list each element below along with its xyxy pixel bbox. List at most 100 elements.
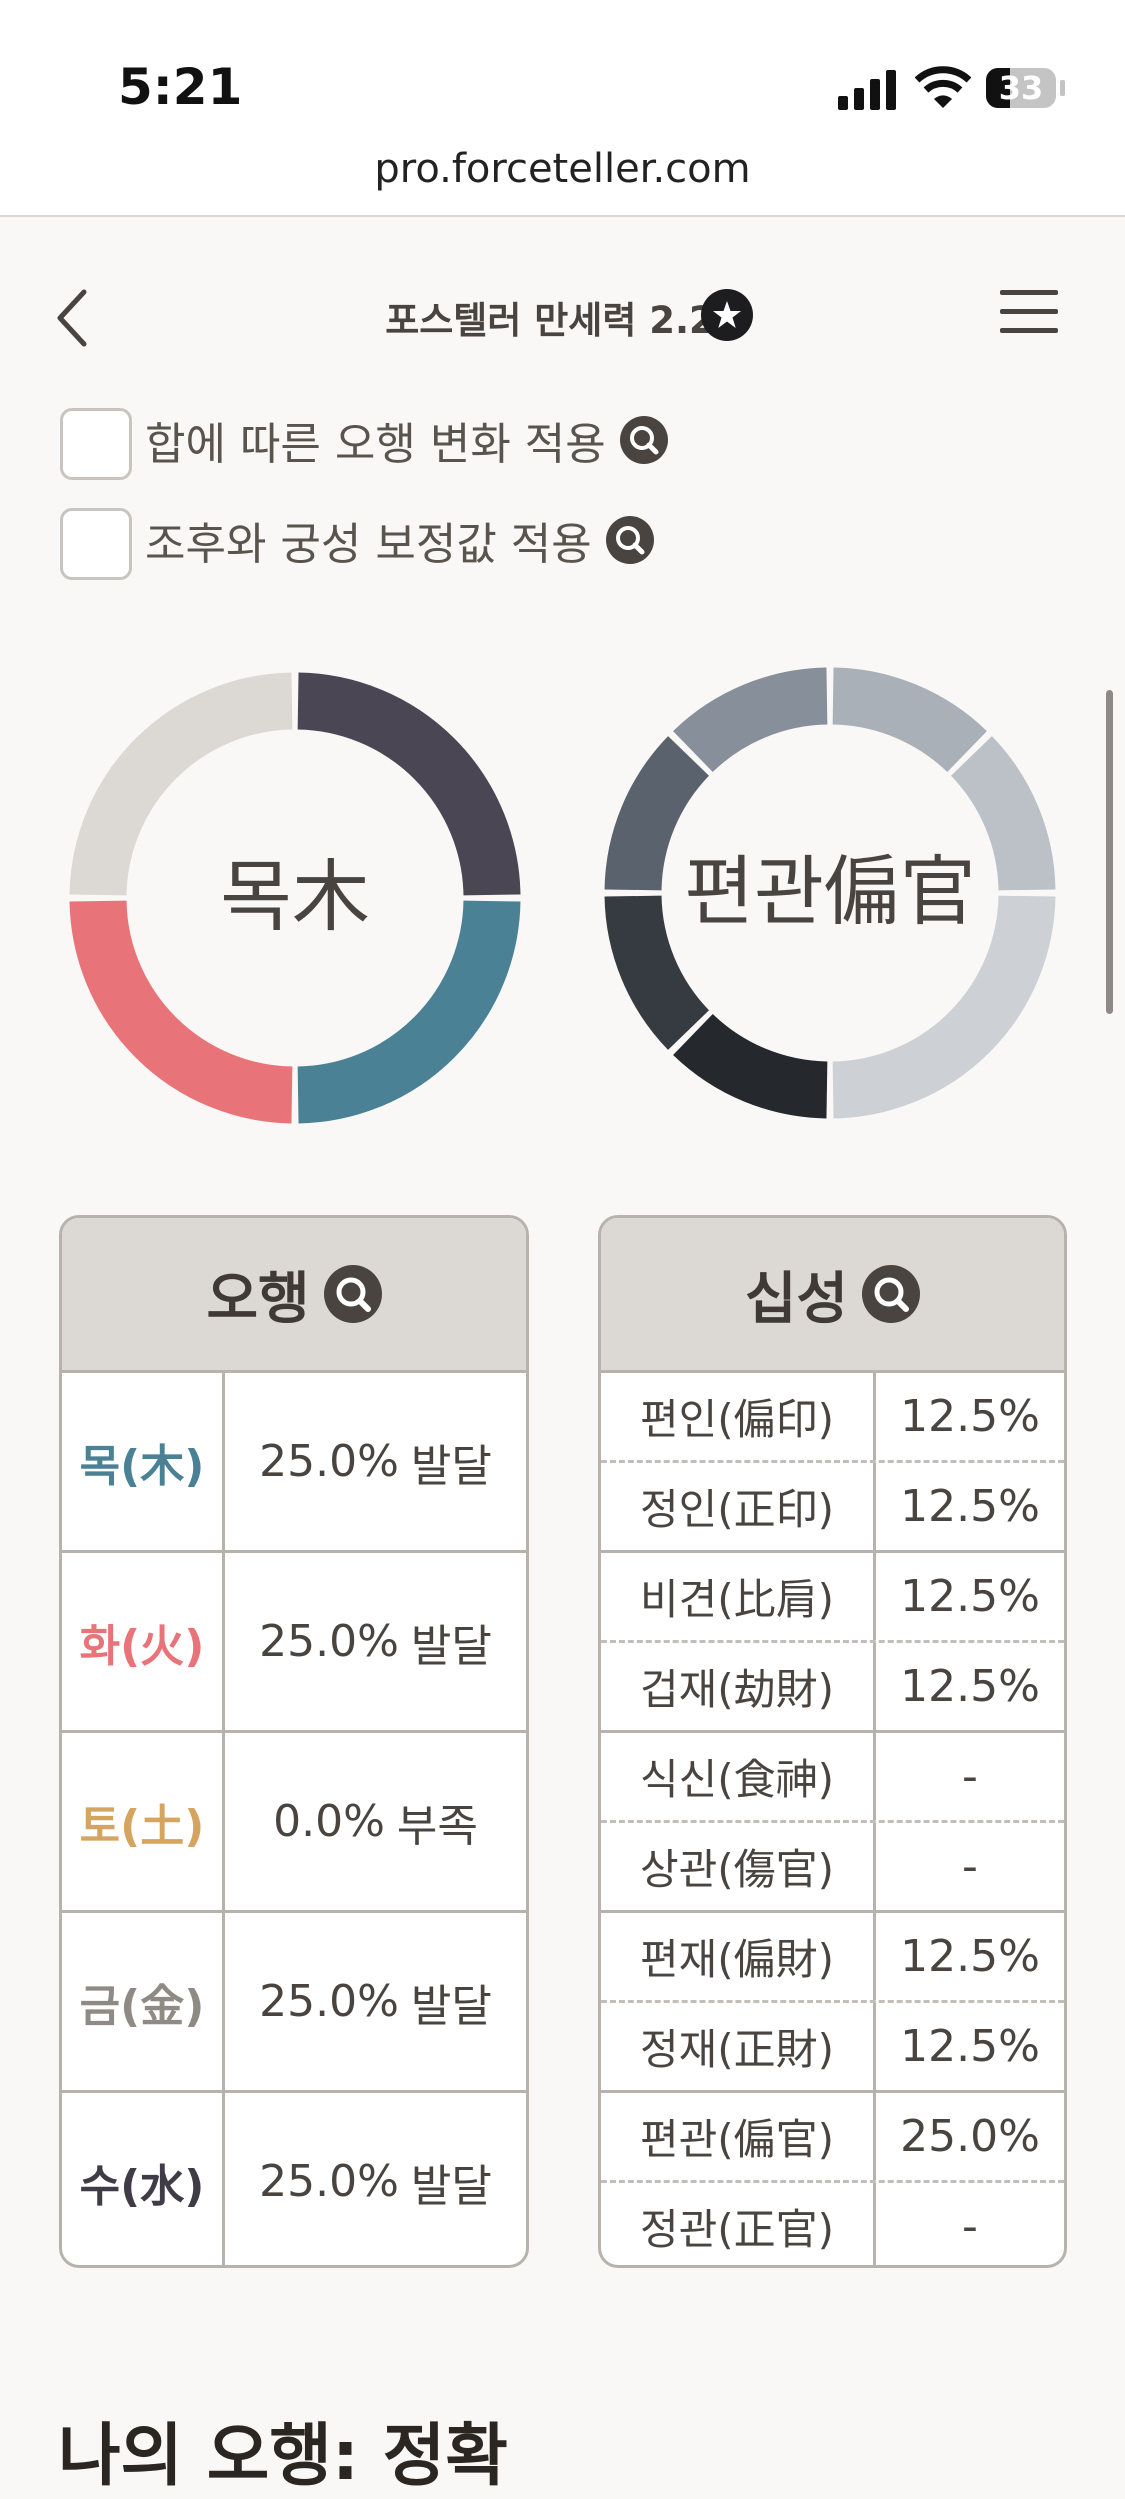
element-name: 수(水) bbox=[62, 2093, 225, 2265]
god-name: 편인(偏印) bbox=[601, 1373, 876, 1460]
ohaeng-table: 오행 목(木) 25.0% 발달 화(火) 25.0% 발달 토(土) 0.0% 부족 금(金) 2… bbox=[59, 1215, 529, 2268]
element-value: 25.0% 발달 bbox=[225, 1373, 526, 1550]
info-icon[interactable] bbox=[862, 1265, 921, 1323]
god-value: - bbox=[962, 2201, 978, 2252]
percent: 25.0% bbox=[259, 1976, 399, 2027]
element-name: 토(土) bbox=[62, 1733, 225, 1910]
donut-segment bbox=[673, 667, 829, 773]
table-title: 십성 bbox=[744, 1266, 849, 1332]
checkbox[interactable] bbox=[60, 408, 132, 480]
wifi-icon bbox=[915, 66, 971, 108]
element-name: 화(火) bbox=[62, 1553, 225, 1730]
status: 발달 bbox=[410, 2160, 492, 2212]
donut-segment bbox=[604, 894, 710, 1050]
percent: 0.0% bbox=[273, 1796, 385, 1847]
checkbox[interactable] bbox=[60, 508, 132, 580]
back-button[interactable] bbox=[52, 288, 96, 348]
god-name: 겁재(劫財) bbox=[601, 1643, 876, 1730]
table-row: 비견(比肩) 12.5% bbox=[601, 1550, 1064, 1640]
table-row: 정인(正印) 12.5% bbox=[601, 1460, 1064, 1550]
info-icon[interactable] bbox=[323, 1265, 382, 1323]
donut-segment bbox=[831, 667, 987, 773]
table-row: 겁재(劫財) 12.5% bbox=[601, 1640, 1064, 1730]
element-value: 25.0% 발달 bbox=[225, 1553, 526, 1730]
option-label: 합에 따른 오행 변화 적용 bbox=[145, 419, 606, 470]
god-value: 12.5% bbox=[900, 1391, 1040, 1442]
table-row: 정관(正官) - bbox=[601, 2180, 1064, 2265]
god-value: 12.5% bbox=[900, 1571, 1040, 1622]
donut-center-label: 목木 bbox=[220, 852, 370, 942]
element-name: 금(金) bbox=[62, 1913, 225, 2090]
scrollbar bbox=[1106, 690, 1113, 1014]
table-header: 십성 bbox=[601, 1218, 1064, 1370]
battery-tip bbox=[1060, 80, 1065, 96]
god-name: 비견(比肩) bbox=[601, 1553, 876, 1640]
status: 발달 bbox=[410, 1980, 492, 2032]
god-name: 식신(食神) bbox=[601, 1733, 876, 1820]
battery: 33 bbox=[986, 68, 1056, 108]
signal-icon bbox=[838, 70, 896, 110]
god-name: 정재(正財) bbox=[601, 2003, 876, 2090]
table-header: 오행 bbox=[62, 1218, 526, 1370]
donut-segment bbox=[950, 736, 1056, 892]
donut-segment bbox=[69, 672, 293, 896]
url[interactable]: pro.forceteller.com bbox=[374, 146, 751, 192]
table-row: 수(水) 25.0% 발달 bbox=[62, 2090, 526, 2265]
god-name: 편관(偏官) bbox=[601, 2093, 876, 2180]
table-title: 오행 bbox=[206, 1266, 310, 1332]
table-row: 식신(食神) - bbox=[601, 1730, 1064, 1820]
table-row: 화(火) 25.0% 발달 bbox=[62, 1550, 526, 1730]
option-label: 조후와 궁성 보정값 적용 bbox=[145, 519, 592, 570]
god-name: 상관(傷官) bbox=[601, 1823, 876, 1910]
god-value: 12.5% bbox=[900, 1661, 1040, 1712]
god-value: 12.5% bbox=[900, 1931, 1040, 1982]
donut-segment bbox=[604, 736, 710, 892]
donut-segment bbox=[297, 672, 521, 896]
table-row: 금(金) 25.0% 발달 bbox=[62, 1910, 526, 2090]
table-row: 정재(正財) 12.5% bbox=[601, 2000, 1064, 2090]
status: 부족 bbox=[396, 1800, 478, 1852]
title-badge bbox=[701, 289, 753, 341]
percent: 25.0% bbox=[259, 1436, 399, 1487]
option: 합에 따른 오행 변화 적용 bbox=[145, 410, 668, 470]
element-name: 목(木) bbox=[62, 1373, 225, 1550]
god-value: - bbox=[962, 1751, 978, 1802]
table-row: 편재(偏財) 12.5% bbox=[601, 1910, 1064, 2000]
god-value: - bbox=[962, 1841, 978, 1892]
god-name: 편재(偏財) bbox=[601, 1913, 876, 2000]
element-value: 25.0% 발달 bbox=[225, 2093, 526, 2265]
god-value: 12.5% bbox=[900, 2021, 1040, 2072]
element-value: 0.0% 부족 bbox=[225, 1733, 526, 1910]
table-row: 편관(偏官) 25.0% bbox=[601, 2090, 1064, 2180]
menu-button[interactable] bbox=[1000, 288, 1058, 336]
donut-segment bbox=[297, 900, 521, 1124]
info-icon[interactable] bbox=[619, 416, 668, 464]
option: 조후와 궁성 보정값 적용 bbox=[145, 510, 654, 570]
donut-charts: 목木 편관偏官 bbox=[69, 667, 1056, 1124]
battery-level: 33 bbox=[998, 69, 1044, 107]
god-name: 정인(正印) bbox=[601, 1463, 876, 1550]
element-value: 25.0% 발달 bbox=[225, 1913, 526, 2090]
donut-center-label: 편관偏官 bbox=[684, 847, 976, 936]
status: 발달 bbox=[410, 1620, 492, 1672]
percent: 25.0% bbox=[259, 1616, 399, 1667]
clock: 5:21 bbox=[118, 58, 243, 116]
percent: 25.0% bbox=[259, 2156, 399, 2207]
donut-segment bbox=[69, 900, 293, 1124]
table-row: 편인(偏印) 12.5% bbox=[601, 1370, 1064, 1460]
donut-segment bbox=[832, 895, 1056, 1119]
table-row: 토(土) 0.0% 부족 bbox=[62, 1730, 526, 1910]
god-name: 정관(正官) bbox=[601, 2183, 876, 2265]
info-icon[interactable] bbox=[605, 516, 654, 564]
section-heading: 나의 오행: 정확 bbox=[58, 2417, 508, 2496]
status: 발달 bbox=[410, 1440, 492, 1492]
donut-segment bbox=[673, 1013, 829, 1119]
browser-bar: 5:21 33 pro.forceteller.com bbox=[0, 0, 1125, 217]
god-value: 12.5% bbox=[900, 1481, 1040, 1532]
table-row: 목(木) 25.0% 발달 bbox=[62, 1370, 526, 1550]
god-value: 25.0% bbox=[900, 2111, 1040, 2162]
table-row: 상관(傷官) - bbox=[601, 1820, 1064, 1910]
app-title: 포스텔러 만세력 2.2 bbox=[385, 299, 715, 342]
sipsung-table: 십성 편인(偏印) 12.5% 정인(正印) 12.5% 비견(比肩) 12.5% 겁재(劫… bbox=[598, 1215, 1067, 2268]
